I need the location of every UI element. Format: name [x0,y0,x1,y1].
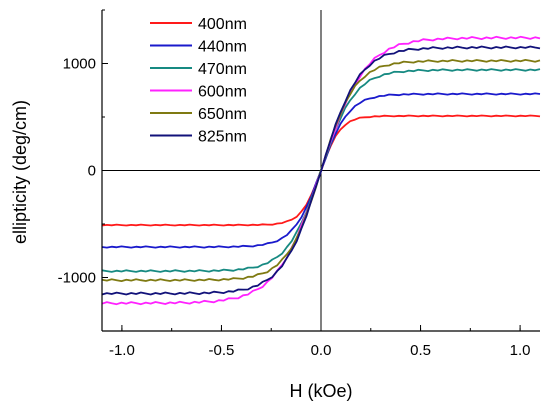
x-tick-label: 0.5 [410,342,431,359]
x-tick-label: 1.0 [510,342,531,359]
legend-label-825nm: 825nm [198,129,247,146]
series-line-825nm [101,45,541,296]
legend-label-650nm: 650nm [198,106,247,123]
series-layer [101,35,541,306]
legend-label-400nm: 400nm [198,16,247,33]
x-axis-label: H (kOe) [290,381,353,401]
y-tick-label: -1000 [58,270,96,287]
y-tick-label: 1000 [63,56,96,73]
legend-label-440nm: 440nm [198,39,247,56]
x-tick-label: -0.5 [209,342,235,359]
legend: 400nm 440nm 470nm 600nm 650nm 825nm [150,16,247,146]
y-tick-label: 0 [88,163,96,180]
x-axis-ticks: -1.0 -0.5 0.0 0.5 1.0 [109,325,531,359]
legend-label-600nm: 600nm [198,84,247,101]
y-axis-ticks: -1000 0 1000 [58,9,108,332]
legend-label-470nm: 470nm [198,61,247,78]
y-axis-label: ellipticity (deg/cm) [10,100,30,244]
x-tick-label: 0.0 [311,342,332,359]
x-tick-label: -1.0 [109,342,135,359]
